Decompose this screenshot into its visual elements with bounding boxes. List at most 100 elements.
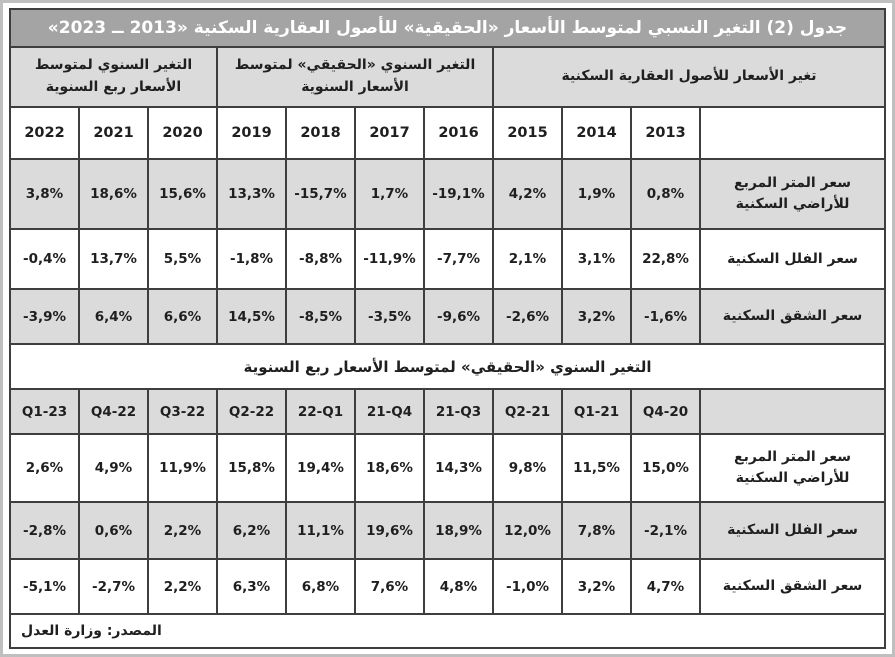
value-cell: -11,9%	[354, 228, 425, 290]
quarter-header-cell: Q2-22	[216, 388, 287, 435]
value-cell: 11,5%	[561, 433, 632, 503]
quarter-header-cell: Q1-21	[561, 388, 632, 435]
value-cell: 11,9%	[147, 433, 218, 503]
annual-data-row: -3,9% 6,4% 6,6% 14,5% -8,5% -3,5% -9,6% -2,6% 3,…	[9, 288, 886, 345]
quarter-header-cell: Q2-21	[492, 388, 563, 435]
value-cell: -2,8%	[9, 501, 80, 560]
value-cell: 4,2%	[492, 158, 563, 230]
annual-group-header-row: التغير السنوي لمتوسط الأسعار ربع السنوية…	[9, 46, 886, 108]
source-row: المصدر: وزارة العدل	[9, 613, 886, 649]
value-cell: 6,2%	[216, 501, 287, 560]
value-cell: 1,9%	[561, 158, 632, 230]
value-cell: -19,1%	[423, 158, 494, 230]
value-cell: -3,5%	[354, 288, 425, 345]
row-label: سعر الشقق السكنية	[699, 558, 886, 615]
value-cell: 12,0%	[492, 501, 563, 560]
value-cell: -1,0%	[492, 558, 563, 615]
value-cell: 3,8%	[9, 158, 80, 230]
row-label: سعر الفلل السكنية	[699, 228, 886, 290]
annual-data-row: -0,4% 13,7% 5,5% -1,8% -8,8% -11,9% -7,7% 2,1% 3…	[9, 228, 886, 290]
quarterly-data-row: 2,6% 4,9% 11,9% 15,8% 19,4% 18,6% 14,3% 9,8% 11,…	[9, 433, 886, 503]
row-label: سعر الفلل السكنية	[699, 501, 886, 560]
label-column-header-cell	[699, 106, 886, 160]
value-cell: 14,3%	[423, 433, 494, 503]
value-cell: 3,2%	[561, 288, 632, 345]
value-cell: 7,8%	[561, 501, 632, 560]
value-cell: 15,8%	[216, 433, 287, 503]
value-cell: 11,1%	[285, 501, 356, 560]
price-change-table: جدول (2) التغير النسبي لمتوسط الأسعار «ا…	[9, 8, 886, 649]
value-cell: -15,7%	[285, 158, 356, 230]
value-cell: 13,3%	[216, 158, 287, 230]
value-cell: 22,8%	[630, 228, 701, 290]
quarter-header-row: Q1-23 Q4-22 Q3-22 Q2-22 22-Q1 21-Q4 21-Q3 Q2-21…	[9, 388, 886, 435]
year-header-cell: 2013	[630, 106, 701, 160]
value-cell: 0,8%	[630, 158, 701, 230]
value-cell: 15,0%	[630, 433, 701, 503]
year-header-cell: 2015	[492, 106, 563, 160]
year-header-cell: 2022	[9, 106, 80, 160]
row-label: سعر المتر المربع للأراضي السكنية	[699, 433, 886, 503]
value-cell: 3,2%	[561, 558, 632, 615]
label-column-header-cell	[699, 388, 886, 435]
value-cell: 4,8%	[423, 558, 494, 615]
value-cell: -1,6%	[630, 288, 701, 345]
quarterly-data-row: -2,8% 0,6% 2,2% 6,2% 11,1% 19,6% 18,9% 12,0% 7,8…	[9, 501, 886, 560]
row-label: سعر الشقق السكنية	[699, 288, 886, 345]
value-cell: 9,8%	[492, 433, 563, 503]
value-cell: 7,6%	[354, 558, 425, 615]
year-header-cell: 2016	[423, 106, 494, 160]
value-cell: 6,4%	[78, 288, 149, 345]
value-cell: 2,6%	[9, 433, 80, 503]
quarter-header-cell: Q4-20	[630, 388, 701, 435]
value-cell: 13,7%	[78, 228, 149, 290]
value-cell: 5,5%	[147, 228, 218, 290]
value-cell: 6,3%	[216, 558, 287, 615]
value-cell: -5,1%	[9, 558, 80, 615]
value-cell: -8,5%	[285, 288, 356, 345]
quarterly-section-row: التغير السنوي «الحقيقي» لمتوسط الأسعار ر…	[9, 343, 886, 390]
value-cell: 6,6%	[147, 288, 218, 345]
group-header-cell: التغير السنوي لمتوسط الأسعار ربع السنوية	[9, 46, 218, 108]
table-title-row: جدول (2) التغير النسبي لمتوسط الأسعار «ا…	[9, 8, 886, 48]
value-cell: 1,7%	[354, 158, 425, 230]
year-header-cell: 2017	[354, 106, 425, 160]
quarterly-section-title: التغير السنوي «الحقيقي» لمتوسط الأسعار ر…	[9, 343, 886, 390]
value-cell: -2,7%	[78, 558, 149, 615]
quarterly-data-row: -5,1% -2,7% 2,2% 6,3% 6,8% 7,6% 4,8% -1,0% 3,2% 4…	[9, 558, 886, 615]
group-header-cell: التغير السنوي «الحقيقي» لمتوسط الأسعار ا…	[216, 46, 494, 108]
annual-year-header-row: 2022 2021 2020 2019 2018 2017 2016 2015 2014 2013	[9, 106, 886, 160]
annual-data-row: 3,8% 18,6% 15,6% 13,3% -15,7% 1,7% -19,1% 4,2% 1…	[9, 158, 886, 230]
value-cell: 19,4%	[285, 433, 356, 503]
value-cell: 2,2%	[147, 558, 218, 615]
value-cell: 6,8%	[285, 558, 356, 615]
source-note: المصدر: وزارة العدل	[9, 613, 886, 649]
quarter-header-cell: 22-Q1	[285, 388, 356, 435]
year-header-cell: 2018	[285, 106, 356, 160]
value-cell: -2,1%	[630, 501, 701, 560]
year-header-cell: 2014	[561, 106, 632, 160]
value-cell: -1,8%	[216, 228, 287, 290]
year-header-cell: 2020	[147, 106, 218, 160]
value-cell: -0,4%	[9, 228, 80, 290]
value-cell: 18,6%	[354, 433, 425, 503]
row-label: سعر المتر المربع للأراضي السكنية	[699, 158, 886, 230]
quarter-header-cell: Q3-22	[147, 388, 218, 435]
year-header-cell: 2021	[78, 106, 149, 160]
value-cell: 15,6%	[147, 158, 218, 230]
value-cell: 2,2%	[147, 501, 218, 560]
table-title: جدول (2) التغير النسبي لمتوسط الأسعار «ا…	[9, 8, 886, 48]
value-cell: -2,6%	[492, 288, 563, 345]
value-cell: -8,8%	[285, 228, 356, 290]
value-cell: 14,5%	[216, 288, 287, 345]
quarter-header-cell: Q1-23	[9, 388, 80, 435]
value-cell: -9,6%	[423, 288, 494, 345]
value-cell: 4,7%	[630, 558, 701, 615]
year-header-cell: 2019	[216, 106, 287, 160]
value-cell: 19,6%	[354, 501, 425, 560]
quarter-header-cell: Q4-22	[78, 388, 149, 435]
value-cell: 0,6%	[78, 501, 149, 560]
value-cell: 2,1%	[492, 228, 563, 290]
quarter-header-cell: 21-Q4	[354, 388, 425, 435]
